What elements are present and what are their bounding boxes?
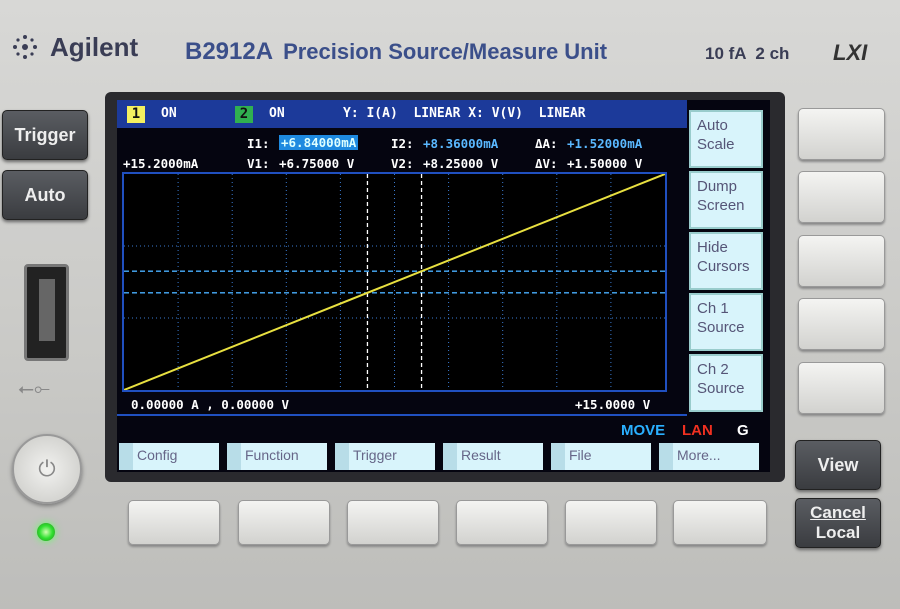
iv-graph[interactable] [122,172,667,392]
menu-file[interactable]: File [551,443,651,470]
i1-label: I1: [247,136,270,151]
trigger-button[interactable]: Trigger [2,110,88,160]
menu-result[interactable]: Result [443,443,543,470]
view-button[interactable]: View [795,440,881,490]
v1-label: V1: [247,156,270,171]
model-description: Precision Source/Measure Unit [283,39,608,64]
softkey-dump-screen[interactable]: Dump Screen [689,171,763,229]
brand-name: Agilent [50,31,139,62]
g-status: G [737,422,749,439]
hw-softkey-1[interactable] [128,500,220,545]
lan-status: LAN [682,422,713,439]
softkey-ch1-source[interactable]: Ch 1 Source [689,293,763,351]
ch2-state: ON [269,106,285,121]
softkey-ch2-source[interactable]: Ch 2 Source [689,354,763,412]
ch1-state: ON [161,106,177,121]
i2-value: +8.36000mA [423,136,499,151]
cancel-label: Cancel [810,503,866,522]
softkey-hide-cursors[interactable]: Hide Cursors [689,232,763,290]
hw-softkey-5[interactable] [565,500,657,545]
display-screen: 1 ON 2 ON Y: I(A) LINEAR X: V(V) LINEAR … [117,100,770,472]
y-max-label: +15.2000mA [123,156,199,171]
power-icon: ⏻ [38,456,56,481]
delta-a-value: +1.52000mA [567,136,643,151]
menu-trigger[interactable]: Trigger [335,443,435,470]
x-max-label: +15.0000 V [575,397,651,412]
hw-right-key-5[interactable] [798,362,885,414]
agilent-spark-icon [13,35,37,59]
power-led [37,523,55,541]
graph-plot [123,173,666,391]
ch2-badge: 2 [235,106,253,123]
delta-a-label: ΔA: [535,136,558,151]
model-title: B2912A Precision Source/Measure Unit [185,38,607,66]
axes-info: Y: I(A) LINEAR X: V(V) LINEAR [343,106,586,121]
i1-value: +6.84000mA [279,135,359,150]
hw-right-key-1[interactable] [798,108,885,160]
power-button[interactable]: ⏻ [12,434,82,504]
model-number: B2912A [185,38,274,65]
menu-more[interactable]: More... [659,443,759,470]
menu-function[interactable]: Function [227,443,327,470]
usb-icon: ⭠⟜ [18,378,50,400]
v2-label: V2: [391,156,414,171]
lxi-logo: LXI [833,40,868,65]
hw-right-key-4[interactable] [798,298,885,350]
softkey-auto-scale[interactable]: Auto Scale [689,110,763,168]
hw-softkey-3[interactable] [347,500,439,545]
spec-label: 10 fA 2 ch [705,44,790,63]
iv-trace [123,173,666,391]
local-label: Local [815,523,861,542]
hw-softkey-4[interactable] [456,500,548,545]
auto-button[interactable]: Auto [2,170,88,220]
move-status: MOVE [621,422,666,439]
v1-value: +6.75000 V [279,156,355,171]
agilent-logo: Agilent [8,30,138,64]
hw-right-key-3[interactable] [798,235,885,287]
delta-v-value: +1.50000 V [567,156,643,171]
menu-config[interactable]: Config [119,443,219,470]
channel-status-bar: 1 ON 2 ON Y: I(A) LINEAR X: V(V) LINEAR [117,100,687,128]
hw-right-key-2[interactable] [798,171,885,223]
v2-value: +8.25000 V [423,156,499,171]
usb-port [24,264,69,361]
ch1-badge: 1 [127,106,145,123]
hw-softkey-2[interactable] [238,500,330,545]
i2-label: I2: [391,136,414,151]
origin-label: 0.00000 A , 0.00000 V [131,397,290,412]
cancel-local-button[interactable]: Cancel Local [795,498,881,548]
delta-v-label: ΔV: [535,156,558,171]
hw-softkey-6[interactable] [673,500,767,545]
